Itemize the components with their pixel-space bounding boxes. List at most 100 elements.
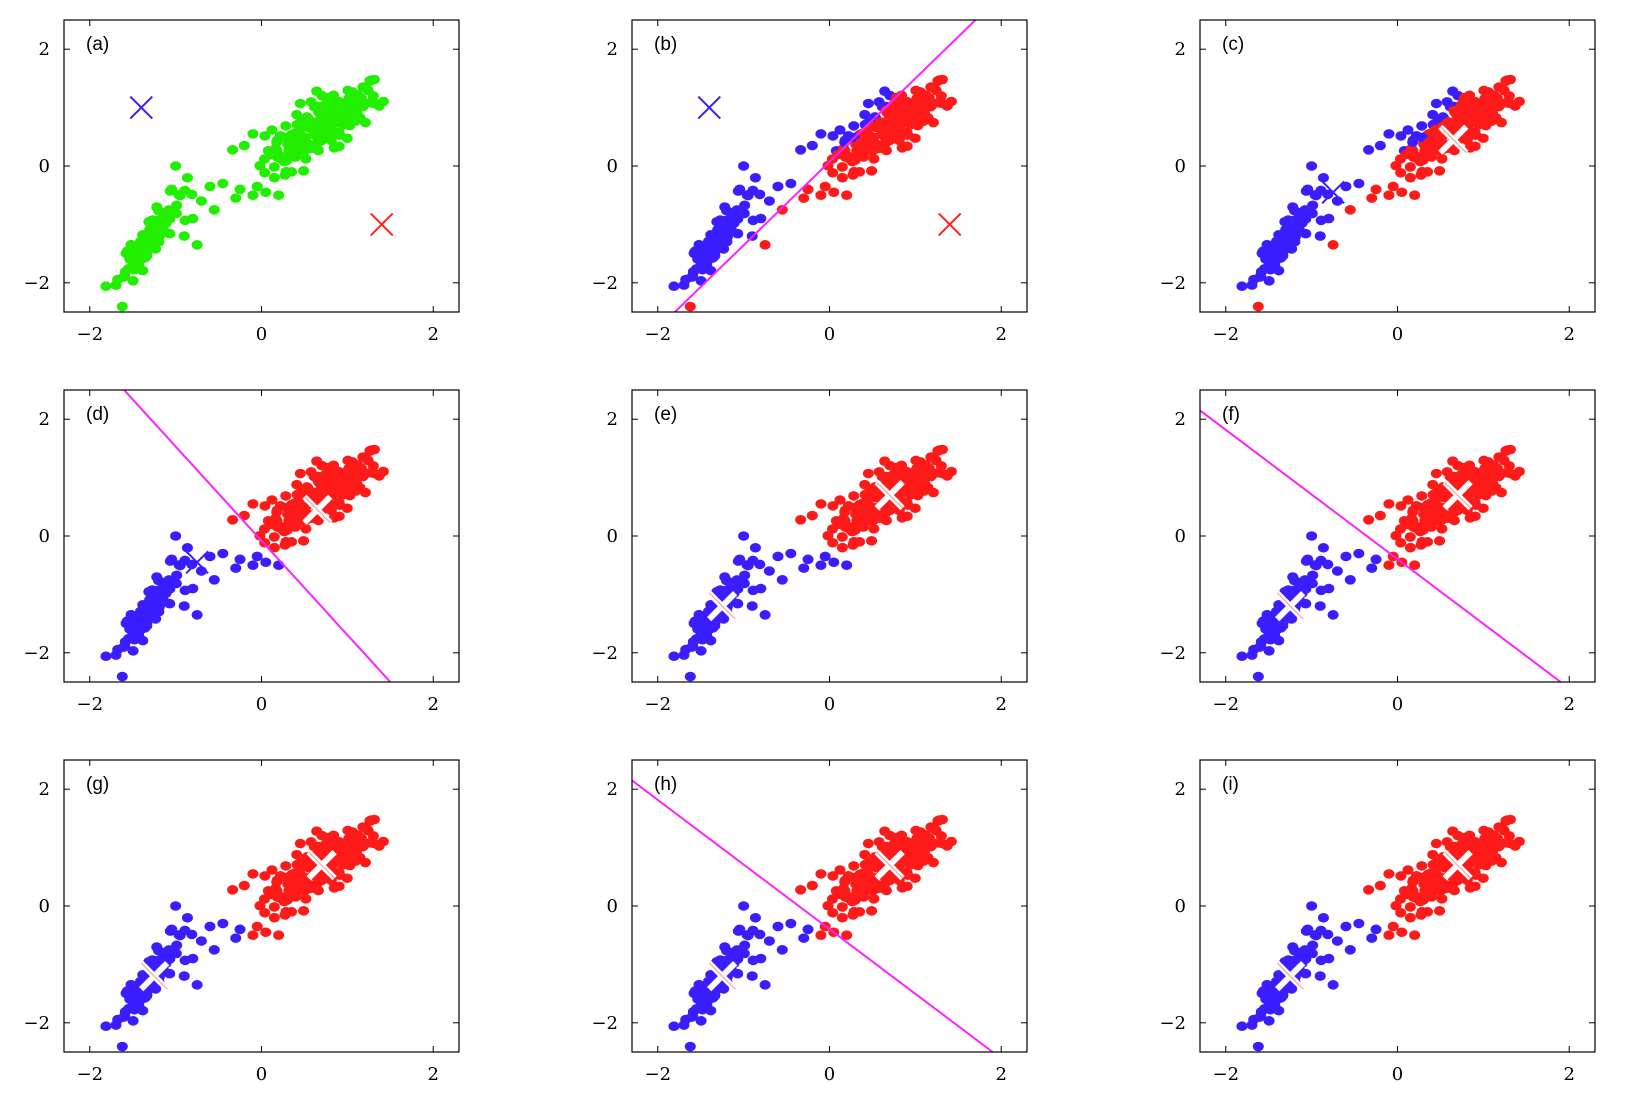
data-point [266, 125, 278, 135]
data-point [720, 955, 732, 966]
x-tick-label: 2 [1564, 694, 1575, 715]
data-point [1422, 907, 1434, 917]
data-point [832, 889, 844, 900]
data-point [874, 513, 886, 524]
data-point [362, 454, 374, 465]
data-point [1498, 454, 1510, 465]
data-point [1477, 475, 1489, 486]
data-point [1416, 121, 1428, 131]
data-point [827, 871, 839, 881]
data-point [687, 636, 699, 647]
data-point [145, 243, 157, 253]
data-point [742, 560, 754, 571]
data-point [351, 100, 363, 111]
data-point [1469, 511, 1481, 522]
data-point [1374, 140, 1386, 151]
data-point [1310, 560, 1322, 571]
data-point [1434, 536, 1446, 546]
centroid-marker [697, 95, 721, 120]
y-tick-label: −2 [591, 643, 618, 664]
data-point [785, 178, 797, 189]
centroid-marker [707, 960, 738, 992]
data-point [1366, 933, 1378, 943]
data-point [178, 231, 190, 241]
data-point [839, 505, 851, 515]
plot-area [1236, 74, 1525, 312]
x-tick-label: −2 [1212, 694, 1239, 715]
y-tick-label: 2 [1175, 39, 1186, 60]
data-point [834, 125, 846, 135]
data-point [868, 154, 880, 164]
data-point [1310, 190, 1322, 201]
data-point [1236, 651, 1248, 662]
data-point [247, 560, 259, 570]
data-point [927, 857, 939, 868]
data-point [901, 141, 913, 152]
data-point [152, 215, 164, 226]
data-point [1423, 137, 1435, 147]
y-tick-label: −2 [1159, 1013, 1186, 1034]
data-point [841, 560, 853, 570]
data-point [1327, 980, 1339, 990]
data-point [1402, 495, 1414, 505]
data-point [720, 215, 732, 226]
data-point [1390, 900, 1402, 911]
data-point [1266, 254, 1278, 265]
data-point [1281, 243, 1293, 253]
data-point [1395, 871, 1407, 881]
data-point [181, 172, 193, 183]
data-point [742, 190, 754, 201]
data-point [1383, 930, 1395, 940]
data-point [742, 930, 754, 941]
data-point [364, 75, 376, 86]
data-point [705, 265, 717, 276]
data-point [684, 301, 696, 312]
data-point [945, 466, 957, 477]
centroid-marker [370, 212, 394, 237]
data-point [259, 501, 271, 511]
data-point [1288, 955, 1300, 966]
data-point [247, 499, 259, 509]
data-point [294, 98, 306, 109]
data-point [264, 149, 276, 160]
data-point [1340, 921, 1352, 932]
centroid-marker [938, 212, 962, 237]
data-point [763, 936, 775, 946]
data-point [112, 1014, 124, 1025]
data-point [680, 1014, 692, 1025]
data-point [116, 301, 128, 312]
data-point [364, 98, 376, 108]
data-point [1461, 134, 1473, 145]
panel-label: (c) [1222, 34, 1244, 55]
data-point [217, 918, 229, 929]
data-point [1306, 161, 1318, 171]
data-point [828, 187, 840, 198]
data-point [1422, 167, 1434, 177]
data-point [1436, 154, 1448, 164]
data-point [171, 940, 183, 951]
data-point [1302, 924, 1314, 935]
data-point [927, 117, 939, 128]
data-point [720, 585, 732, 596]
data-point [785, 918, 797, 929]
data-point [208, 205, 220, 215]
data-point [739, 940, 751, 951]
data-point [755, 583, 767, 594]
data-point [1323, 953, 1335, 964]
data-point [1295, 226, 1307, 237]
data-point [734, 924, 746, 935]
data-point [1248, 1014, 1260, 1025]
data-point [1409, 190, 1421, 200]
data-point [204, 921, 216, 932]
y-tick-label: 2 [1175, 409, 1186, 430]
data-point [119, 636, 131, 647]
data-point [247, 190, 259, 200]
data-point [897, 114, 909, 124]
data-point [311, 456, 323, 467]
data-point [251, 551, 263, 562]
data-point [1404, 172, 1416, 183]
data-point [1331, 936, 1343, 946]
data-point [848, 491, 860, 501]
data-point [305, 837, 317, 847]
data-point [300, 122, 312, 132]
